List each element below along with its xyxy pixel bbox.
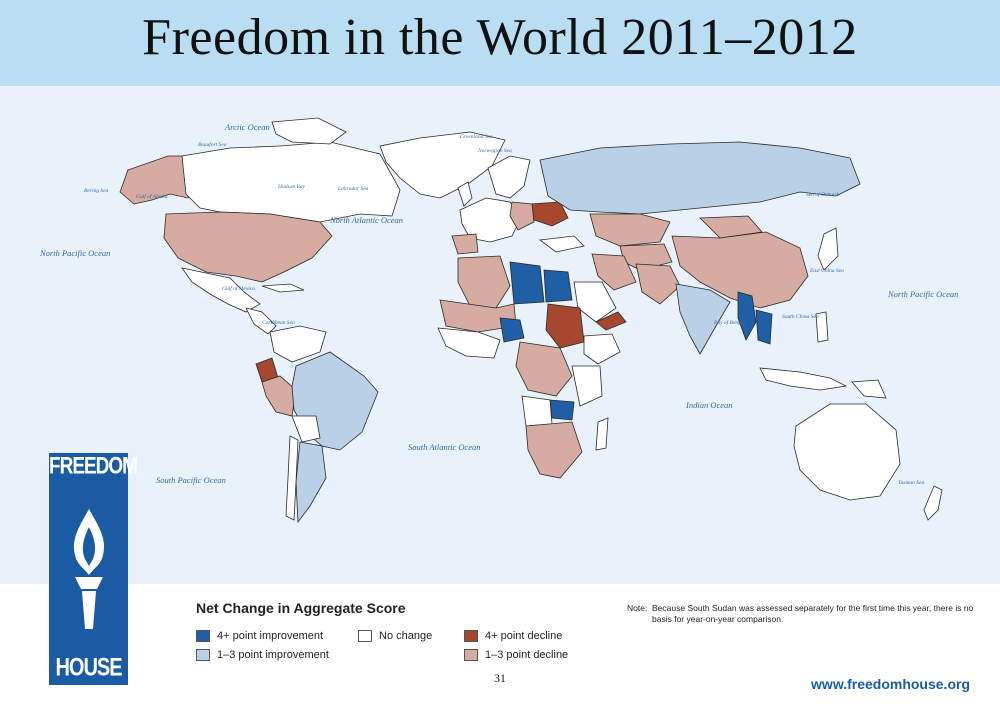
country-papua-new-guinea[interactable]	[851, 379, 887, 399]
country-chile[interactable]	[285, 435, 299, 521]
legend-label: 4+ point improvement	[217, 630, 324, 642]
country-philippines[interactable]	[815, 311, 829, 343]
norwegian-sea-label: Norwegian Sea	[477, 148, 512, 154]
legend-item-4-improvement: 4+ point improvement	[196, 630, 323, 642]
legend-item-1-3-decline: 1–3 point decline	[464, 649, 568, 661]
country-egypt[interactable]	[543, 269, 573, 303]
greenland-sea-label: Greenland Sea	[460, 134, 493, 140]
country-central-africa[interactable]	[515, 341, 573, 397]
country-scandinavia[interactable]	[487, 155, 531, 199]
tasman-sea-label: Tasman Sea	[898, 480, 924, 486]
map-labels: Arctic Ocean North Atlantic Ocean South …	[39, 122, 958, 486]
country-myanmar[interactable]	[737, 291, 757, 341]
legend-item-4-decline: 4+ point decline	[464, 630, 562, 642]
country-southern-africa[interactable]	[525, 421, 583, 479]
legend-label: 4+ point decline	[485, 630, 563, 642]
logo-top-text: FREEDOM	[49, 453, 138, 480]
country-bolivia[interactable]	[291, 415, 321, 443]
country-canada[interactable]	[181, 141, 401, 223]
country-ethiopia[interactable]	[583, 333, 621, 365]
north-pacific-ocean-label-west: North Pacific Ocean	[39, 248, 110, 258]
indian-ocean-label: Indian Ocean	[685, 400, 733, 410]
note-label: Note:	[627, 603, 648, 613]
legend-swatch	[196, 649, 210, 661]
country-mongolia[interactable]	[699, 215, 763, 239]
legend-swatch	[358, 630, 372, 642]
country-east-africa[interactable]	[571, 365, 603, 407]
country-saudi-arabia[interactable]	[573, 281, 617, 323]
world-map: Arctic Ocean North Atlantic Ocean South …	[0, 86, 1000, 584]
south-atlantic-ocean-label: South Atlantic Ocean	[408, 442, 481, 452]
note-text: Because South Sudan was assessed separat…	[652, 603, 974, 624]
gulf-of-alaska-label: Gulf of Alaska	[136, 193, 168, 200]
country-libya[interactable]	[509, 261, 545, 305]
country-india[interactable]	[675, 283, 731, 355]
title-banner: Freedom in the World 2011–2012	[0, 0, 1000, 86]
country-yemen[interactable]	[595, 311, 627, 331]
legend-item-no-change: No change	[358, 630, 432, 642]
website-link[interactable]: www.freedomhouse.org	[811, 676, 970, 692]
country-australia[interactable]	[793, 403, 901, 501]
sea-of-okhotsk-label: Sea of Okhotsk	[806, 191, 840, 198]
legend-label: 1–3 point decline	[485, 649, 569, 661]
country-madagascar[interactable]	[595, 417, 609, 451]
page-number: 31	[494, 671, 506, 685]
country-thailand[interactable]	[755, 309, 773, 345]
country-eastern-europe[interactable]	[509, 201, 535, 231]
north-pacific-ocean-label-east: North Pacific Ocean	[887, 289, 958, 299]
south-pacific-ocean-label: South Pacific Ocean	[156, 475, 226, 485]
beaufort-sea-label: Beaufort Sea	[198, 141, 227, 148]
gulf-of-mexico-label: Gulf of Mexico	[222, 285, 255, 292]
country-china[interactable]	[671, 231, 809, 309]
country-cuba[interactable]	[261, 283, 305, 293]
country-indonesia[interactable]	[759, 367, 848, 391]
legend-label: No change	[379, 630, 433, 642]
legend-item-1-3-improvement: 1–3 point improvement	[196, 649, 329, 661]
legend-swatch	[196, 630, 210, 642]
torch-icon	[73, 509, 105, 629]
country-iran[interactable]	[591, 253, 637, 291]
legend-title: Net Change in Aggregate Score	[196, 600, 406, 616]
north-atlantic-ocean-label: North Atlantic Ocean	[329, 215, 403, 225]
legend-label: 1–3 point improvement	[217, 649, 329, 661]
arctic-ocean-label: Arctic Ocean	[224, 122, 270, 132]
country-united-states[interactable]	[163, 211, 333, 283]
south-china-sea-label: South China Sea	[782, 314, 819, 320]
hudson-bay-label: Hudson Bay	[277, 184, 306, 190]
country-japan[interactable]	[817, 227, 839, 271]
country-canada-islands[interactable]	[271, 117, 347, 145]
country-iberia[interactable]	[451, 233, 479, 255]
world-map-svg	[119, 117, 943, 524]
bay-of-bengal-label: Bay of Bengal	[714, 319, 746, 326]
page-title: Freedom in the World 2011–2012	[142, 9, 858, 66]
country-russia[interactable]	[539, 141, 861, 215]
caribbean-sea-label: Caribbean Sea	[262, 320, 295, 326]
bering-sea-label: Bering Sea	[84, 188, 109, 194]
labrador-sea-label: Labrador Sea	[337, 186, 369, 192]
country-mexico[interactable]	[181, 267, 261, 313]
country-west-africa[interactable]	[437, 327, 501, 359]
country-colombia-venezuela[interactable]	[269, 325, 327, 363]
legend-swatch	[464, 649, 478, 661]
country-turkey[interactable]	[538, 235, 585, 253]
country-afghanistan-pakistan[interactable]	[635, 263, 681, 305]
freedom-house-logo: FREEDOM HOUSE	[49, 453, 138, 685]
legend-swatch	[464, 630, 478, 642]
country-nigeria[interactable]	[499, 317, 525, 343]
east-china-sea-label: East China Sea	[809, 268, 844, 274]
country-kazakhstan[interactable]	[589, 213, 671, 247]
country-sudan[interactable]	[545, 303, 585, 349]
country-western-europe[interactable]	[459, 197, 523, 243]
country-new-zealand[interactable]	[923, 485, 943, 521]
country-central-america[interactable]	[245, 307, 277, 335]
logo-bottom-text: HOUSE	[55, 654, 122, 682]
country-united-kingdom[interactable]	[457, 181, 473, 207]
